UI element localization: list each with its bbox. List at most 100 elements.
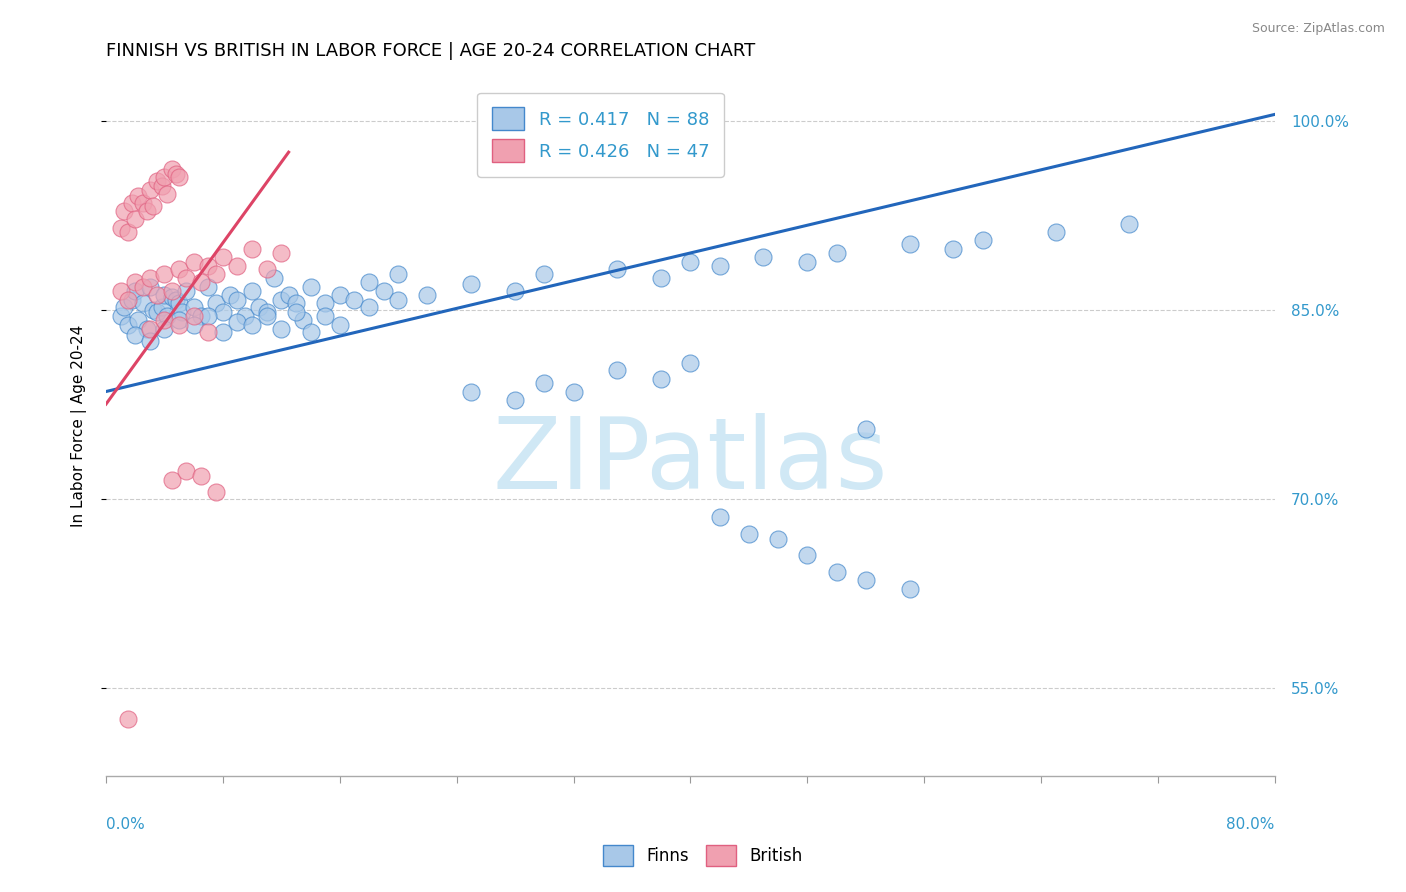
Point — [127, 312, 149, 326]
Point — [299, 326, 322, 340]
Point — [233, 309, 256, 323]
Point — [190, 469, 212, 483]
Point — [972, 233, 994, 247]
Point — [160, 284, 183, 298]
Point — [117, 225, 139, 239]
Point — [247, 300, 270, 314]
Point — [190, 309, 212, 323]
Point — [825, 246, 848, 260]
Point — [183, 309, 205, 323]
Point — [131, 280, 153, 294]
Point — [204, 485, 226, 500]
Point — [176, 271, 198, 285]
Point — [825, 565, 848, 579]
Point — [124, 284, 146, 298]
Point — [270, 321, 292, 335]
Point — [212, 250, 235, 264]
Point — [146, 305, 169, 319]
Point — [357, 300, 380, 314]
Point — [124, 327, 146, 342]
Y-axis label: In Labor Force | Age 20-24: In Labor Force | Age 20-24 — [72, 325, 87, 527]
Point — [176, 464, 198, 478]
Point — [153, 170, 176, 185]
Point — [1118, 217, 1140, 231]
Point — [153, 321, 176, 335]
Point — [156, 186, 179, 201]
Point — [112, 300, 135, 314]
Point — [898, 582, 921, 597]
Point — [460, 384, 482, 399]
Point — [240, 284, 263, 298]
Point — [146, 287, 169, 301]
Point — [190, 275, 212, 289]
Point — [212, 305, 235, 319]
Point — [135, 321, 157, 335]
Legend: Finns, British: Finns, British — [596, 838, 810, 873]
Point — [533, 268, 555, 282]
Point — [110, 284, 132, 298]
Point — [160, 290, 183, 304]
Point — [160, 473, 183, 487]
Point — [197, 280, 219, 294]
Point — [752, 250, 775, 264]
Point — [124, 211, 146, 226]
Point — [387, 293, 409, 307]
Point — [343, 293, 366, 307]
Point — [256, 309, 278, 323]
Point — [219, 287, 242, 301]
Point — [650, 372, 672, 386]
Point — [139, 183, 162, 197]
Text: 0.0%: 0.0% — [105, 817, 145, 832]
Point — [176, 284, 198, 298]
Point — [314, 309, 336, 323]
Point — [142, 302, 165, 317]
Point — [139, 271, 162, 285]
Point — [606, 363, 628, 377]
Point — [150, 300, 173, 314]
Point — [796, 254, 818, 268]
Point — [160, 161, 183, 176]
Point — [197, 326, 219, 340]
Point — [460, 277, 482, 292]
Point — [263, 271, 285, 285]
Point — [139, 321, 162, 335]
Point — [167, 170, 190, 185]
Point — [1045, 225, 1067, 239]
Point — [112, 204, 135, 219]
Point — [117, 318, 139, 332]
Point — [167, 318, 190, 332]
Point — [738, 527, 761, 541]
Point — [373, 284, 395, 298]
Point — [131, 195, 153, 210]
Point — [167, 296, 190, 310]
Point — [387, 268, 409, 282]
Point — [299, 280, 322, 294]
Text: ZIPatlas: ZIPatlas — [492, 413, 889, 509]
Point — [139, 280, 162, 294]
Point — [256, 305, 278, 319]
Point — [292, 312, 315, 326]
Point — [942, 242, 965, 256]
Point — [204, 268, 226, 282]
Point — [709, 510, 731, 524]
Point — [855, 422, 877, 436]
Point — [533, 376, 555, 390]
Point — [796, 549, 818, 563]
Point — [165, 293, 187, 307]
Point — [679, 355, 702, 369]
Point — [153, 287, 176, 301]
Point — [124, 275, 146, 289]
Point — [606, 262, 628, 277]
Point — [256, 262, 278, 277]
Point — [153, 312, 176, 326]
Point — [562, 384, 585, 399]
Point — [503, 393, 526, 408]
Point — [183, 300, 205, 314]
Point — [110, 220, 132, 235]
Point — [135, 204, 157, 219]
Text: FINNISH VS BRITISH IN LABOR FORCE | AGE 20-24 CORRELATION CHART: FINNISH VS BRITISH IN LABOR FORCE | AGE … — [105, 42, 755, 60]
Point — [416, 287, 439, 301]
Point — [226, 259, 249, 273]
Point — [240, 242, 263, 256]
Point — [110, 309, 132, 323]
